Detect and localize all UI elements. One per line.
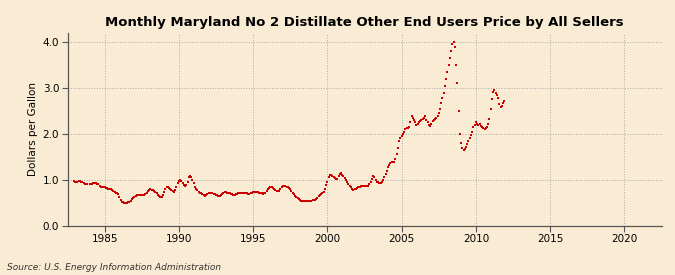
- Title: Monthly Maryland No 2 Distillate Other End Users Price by All Sellers: Monthly Maryland No 2 Distillate Other E…: [105, 16, 624, 29]
- Y-axis label: Dollars per Gallon: Dollars per Gallon: [28, 82, 38, 176]
- Text: Source: U.S. Energy Information Administration: Source: U.S. Energy Information Administ…: [7, 263, 221, 272]
